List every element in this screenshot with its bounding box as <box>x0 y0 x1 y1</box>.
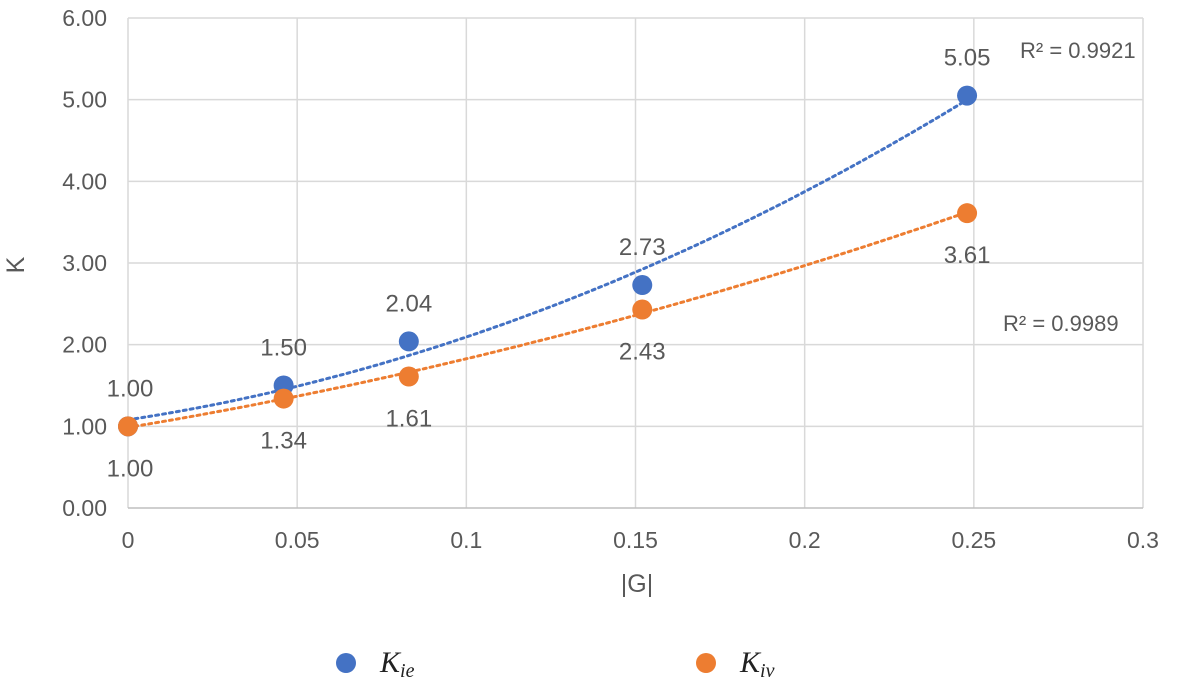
y-tick-labels: 0.00 1.00 2.00 3.00 4.00 5.00 6.00 <box>62 5 107 521</box>
trendline-0 <box>126 98 969 422</box>
data-point <box>632 275 653 296</box>
data-point <box>118 416 138 437</box>
data-point <box>398 366 419 387</box>
legend-label-kiv: Kiv <box>739 646 775 682</box>
data-point <box>273 388 294 409</box>
y-tick-label: 0.00 <box>62 495 107 521</box>
x-tick-label: 0.3 <box>1127 527 1159 553</box>
x-tick-labels: 0 0.05 0.1 0.15 0.2 0.25 0.3 <box>122 527 1159 553</box>
x-tick-label: 0.1 <box>450 527 482 553</box>
y-tick-label: 1.00 <box>62 413 107 439</box>
x-axis-title: |G| <box>621 570 653 598</box>
data-label: 2.04 <box>385 290 432 317</box>
legend-item-kiv: Kiv <box>696 646 775 682</box>
data-label: 5.05 <box>944 45 991 72</box>
legend-label-kie: Kie <box>379 646 415 682</box>
trendline-1 <box>126 210 969 429</box>
legend: Kie Kiv <box>336 646 775 682</box>
x-tick-label: 0.2 <box>789 527 821 553</box>
data-label: 3.61 <box>944 242 991 269</box>
x-tick-label: 0 <box>122 527 135 553</box>
y-tick-label: 6.00 <box>62 5 107 31</box>
x-tick-label: 0.05 <box>275 527 320 553</box>
data-label: 1.61 <box>385 406 432 433</box>
data-point <box>398 331 419 352</box>
data-point <box>957 203 978 224</box>
y-tick-label: 3.00 <box>62 250 107 276</box>
legend-marker-kie <box>336 653 356 673</box>
y-tick-label: 5.00 <box>62 87 107 113</box>
y-axis-title: K <box>2 256 30 273</box>
r-squared-ie: R² = 0.9921 <box>1020 38 1136 63</box>
data-labels: 1.00 1.50 2.04 2.73 5.05 1.00 1.34 1.61 2.43 3.61 <box>107 45 991 483</box>
data-label: 1.00 <box>107 455 154 482</box>
data-point <box>632 299 653 320</box>
data-label: 1.00 <box>107 375 154 402</box>
legend-marker-kiv <box>696 653 716 673</box>
data-points <box>118 85 978 437</box>
x-tick-label: 0.25 <box>951 527 996 553</box>
data-label: 2.43 <box>619 339 666 366</box>
data-label: 1.50 <box>260 335 307 362</box>
data-label: 2.73 <box>619 234 666 261</box>
legend-item-kie: Kie <box>336 646 415 682</box>
y-tick-label: 4.00 <box>62 168 107 194</box>
r-squared-iv: R² = 0.9989 <box>1003 311 1119 336</box>
x-tick-label: 0.15 <box>613 527 658 553</box>
data-point <box>957 85 978 106</box>
y-tick-label: 2.00 <box>62 332 107 358</box>
trendlines <box>126 98 969 429</box>
data-label: 1.34 <box>260 428 307 455</box>
